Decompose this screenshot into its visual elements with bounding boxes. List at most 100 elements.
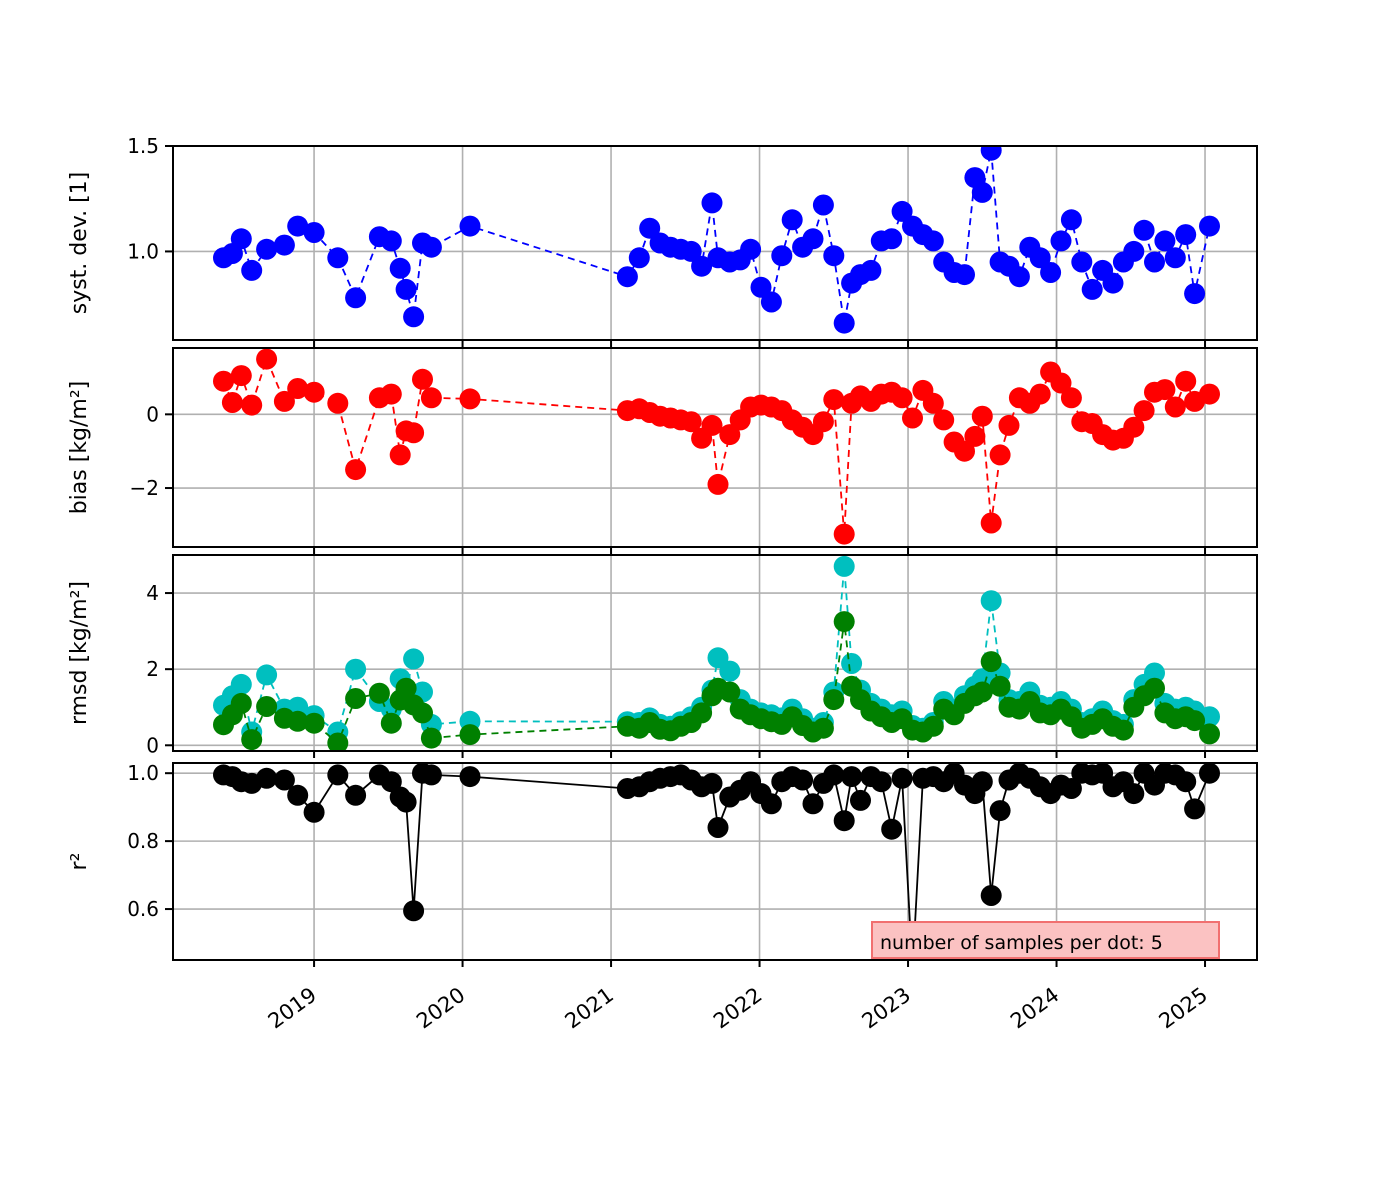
data-point-bias bbox=[922, 392, 944, 414]
data-point-r-squared bbox=[833, 810, 855, 832]
data-point-r-squared bbox=[1123, 783, 1145, 805]
data-point-rmsd-total bbox=[841, 653, 863, 674]
data-point-bias bbox=[902, 407, 923, 429]
data-point-rmsd-corrected bbox=[1199, 723, 1220, 745]
data-point-bias bbox=[273, 390, 295, 412]
data-point-syst-dev bbox=[1081, 278, 1103, 300]
data-point-syst-dev bbox=[750, 276, 772, 298]
grid-r2 bbox=[173, 763, 1257, 960]
data-point-rmsd-total bbox=[403, 648, 425, 670]
x-tick-label: 2019 bbox=[264, 983, 321, 1034]
axes-spine-r2 bbox=[172, 762, 1258, 961]
data-point-rmsd-corrected bbox=[812, 717, 834, 739]
data-point-r-squared bbox=[256, 767, 278, 789]
data-point-rmsd-corrected bbox=[420, 727, 442, 749]
data-point-syst-dev bbox=[1060, 209, 1082, 231]
data-point-bias bbox=[812, 411, 834, 433]
data-point-rmsd-corrected bbox=[971, 681, 993, 703]
data-point-syst-dev bbox=[230, 228, 252, 250]
series-line-bias bbox=[222, 356, 1210, 535]
series-group-r2 bbox=[213, 763, 1220, 960]
data-point-rmsd-total bbox=[980, 590, 1002, 612]
data-point-r-squared bbox=[273, 769, 295, 791]
data-point-syst-dev bbox=[1184, 283, 1206, 305]
data-point-syst-dev bbox=[380, 230, 402, 252]
data-point-bias bbox=[1123, 416, 1145, 438]
y-tick-label-r2: 1.0 bbox=[127, 761, 159, 785]
data-point-r-squared bbox=[870, 771, 892, 793]
data-point-rmsd-total bbox=[345, 658, 367, 680]
data-point-bias bbox=[213, 370, 234, 392]
data-point-bias bbox=[680, 411, 702, 433]
data-point-rmsd-corrected bbox=[1144, 677, 1165, 699]
data-point-bias bbox=[287, 378, 309, 399]
data-point-r-squared bbox=[327, 764, 349, 786]
data-point-syst-dev bbox=[1123, 240, 1145, 262]
data-point-r-squared bbox=[707, 817, 729, 838]
data-point-r-squared bbox=[1184, 798, 1206, 820]
data-point-syst-dev bbox=[1008, 266, 1030, 288]
y-tick-label-bias: −2 bbox=[130, 476, 159, 500]
data-point-syst-dev bbox=[1040, 262, 1062, 283]
data-point-r-squared bbox=[910, 959, 915, 960]
y-tick-label-rmsd: 0 bbox=[146, 733, 159, 757]
data-point-bias bbox=[1050, 372, 1072, 394]
data-point-syst-dev bbox=[287, 215, 309, 237]
data-point-bias bbox=[1175, 370, 1197, 392]
data-point-r-squared bbox=[792, 769, 814, 791]
data-point-syst-dev bbox=[1154, 230, 1176, 252]
data-point-rmsd-corrected bbox=[395, 677, 417, 699]
data-point-r-squared bbox=[345, 784, 367, 806]
data-point-syst-dev bbox=[1199, 215, 1220, 237]
panel-r2: 0.6 0.8 1.0 r² bbox=[67, 761, 1258, 967]
data-point-bias bbox=[345, 459, 367, 481]
data-point-bias bbox=[1060, 387, 1082, 409]
data-point-bias bbox=[420, 387, 442, 409]
data-point-bias bbox=[719, 424, 741, 446]
data-point-bias bbox=[303, 381, 325, 403]
y-tick-label-rmsd: 4 bbox=[146, 581, 159, 605]
data-point-rmsd-corrected bbox=[380, 712, 402, 734]
data-point-r-squared bbox=[760, 793, 782, 815]
data-point-bias bbox=[1133, 400, 1155, 422]
data-point-r-squared bbox=[380, 771, 402, 793]
y-tick-label-systdev: 1.5 bbox=[127, 134, 159, 158]
data-point-syst-dev bbox=[980, 146, 1002, 161]
axes-spine-rmsd bbox=[172, 554, 1258, 752]
data-point-syst-dev bbox=[639, 217, 661, 239]
data-point-rmsd-corrected bbox=[1184, 710, 1206, 732]
data-point-bias bbox=[833, 523, 855, 545]
data-point-r-squared bbox=[701, 772, 723, 794]
data-point-r-squared bbox=[1060, 778, 1082, 799]
data-point-syst-dev bbox=[303, 222, 325, 243]
data-point-syst-dev bbox=[701, 192, 723, 214]
data-point-bias bbox=[327, 392, 349, 414]
data-point-r-squared bbox=[891, 767, 913, 789]
y-tick-label-r2: 0.6 bbox=[127, 897, 159, 921]
y-axis-label-rmsd: rmsd [kg/m²] bbox=[67, 581, 92, 725]
data-point-syst-dev bbox=[1050, 230, 1072, 252]
data-point-syst-dev bbox=[922, 230, 944, 252]
data-point-bias bbox=[1029, 383, 1051, 405]
data-point-rmsd-corrected bbox=[256, 696, 278, 717]
x-tick-label: 2021 bbox=[561, 983, 618, 1034]
data-point-bias bbox=[954, 440, 975, 462]
y-axis-label-r2: r² bbox=[67, 853, 92, 871]
data-point-r-squared bbox=[802, 793, 824, 815]
data-point-syst-dev bbox=[771, 245, 793, 267]
data-point-syst-dev bbox=[616, 266, 638, 288]
data-point-bias bbox=[989, 444, 1011, 466]
data-point-bias bbox=[933, 409, 955, 431]
data-point-syst-dev bbox=[327, 247, 349, 269]
data-point-bias bbox=[980, 512, 1002, 534]
y-axis-label-bias: bias [kg/m²] bbox=[67, 381, 92, 515]
data-point-bias bbox=[1164, 396, 1186, 418]
data-point-rmsd-total bbox=[1144, 662, 1165, 684]
series-group-rmsd bbox=[213, 555, 1220, 751]
data-point-rmsd-corrected bbox=[459, 724, 481, 746]
data-point-rmsd-corrected bbox=[230, 692, 252, 714]
panel-systdev: 1.0 1.5 syst. dev. [1] bbox=[67, 134, 1258, 347]
data-point-r-squared bbox=[881, 818, 903, 840]
data-point-r-squared bbox=[1199, 763, 1220, 784]
series-group-bias bbox=[213, 348, 1220, 545]
